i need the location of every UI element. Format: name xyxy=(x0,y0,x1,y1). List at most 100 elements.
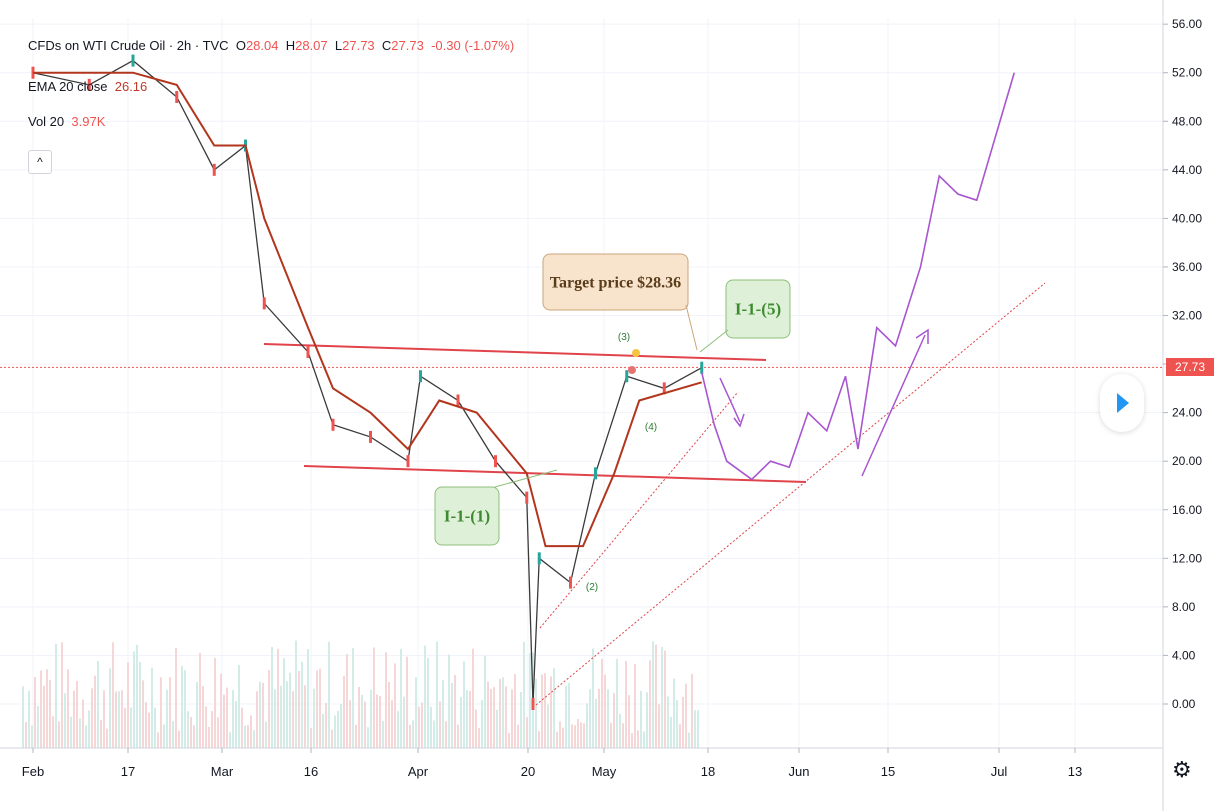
volume-bar xyxy=(133,651,135,748)
volume-bar xyxy=(433,720,435,748)
volume-bar xyxy=(226,687,228,748)
volume-bar xyxy=(580,722,582,748)
open-value: 28.04 xyxy=(245,38,279,53)
volume-bar xyxy=(223,694,225,748)
volume-bar xyxy=(157,732,159,748)
volume-bar xyxy=(655,644,657,748)
gear-icon[interactable]: ⚙ xyxy=(1172,757,1192,782)
volume-bar xyxy=(256,691,258,748)
play-arrow-icon xyxy=(1117,393,1129,413)
volume-bar xyxy=(409,724,411,748)
x-tick-label: May xyxy=(592,764,617,779)
volume-bar xyxy=(406,656,408,748)
volume-bar xyxy=(463,661,465,748)
volume-bar xyxy=(346,654,348,748)
low-value: 27.73 xyxy=(342,38,375,53)
volume-bar xyxy=(382,720,384,748)
ema-value: 26.16 xyxy=(114,79,148,94)
volume-bar xyxy=(466,690,468,748)
resistance-line xyxy=(263,343,767,361)
chevron-up-icon: ^ xyxy=(37,155,43,169)
callout-pointer xyxy=(494,469,558,488)
candle xyxy=(700,361,704,374)
volume-bar xyxy=(481,700,483,748)
volume-bar xyxy=(298,671,300,748)
y-tick-label: 52.00 xyxy=(1172,66,1202,80)
volume-bar xyxy=(421,702,423,748)
x-tick-label: Jun xyxy=(789,764,810,779)
volume-bar xyxy=(574,725,576,748)
y-tick-label: 40.00 xyxy=(1172,211,1202,225)
volume-bar xyxy=(202,686,204,748)
close-value: 27.73 xyxy=(391,38,424,53)
volume-bar xyxy=(22,686,24,748)
y-tick-label: 20.00 xyxy=(1172,454,1202,468)
y-tick-label: 4.00 xyxy=(1172,648,1196,662)
volume-bar xyxy=(337,710,339,748)
volume-bar xyxy=(259,681,261,748)
volume-bar xyxy=(538,731,540,748)
volume-bar xyxy=(514,674,516,748)
ema-line xyxy=(33,71,703,548)
volume-bar xyxy=(238,664,240,748)
volume-bar xyxy=(130,707,132,748)
volume-bar xyxy=(154,707,156,748)
volume-bar xyxy=(376,694,378,748)
volume-bar xyxy=(319,668,321,748)
ema-label: EMA 20 close xyxy=(28,79,108,94)
x-tick-label: Apr xyxy=(408,764,429,779)
volume-bar xyxy=(106,728,108,748)
callout-pointer xyxy=(685,304,698,351)
support-line xyxy=(303,465,807,483)
channel-line-2 xyxy=(535,282,1046,706)
volume-bar xyxy=(559,721,561,748)
volume-bar xyxy=(214,657,216,748)
volume-bars xyxy=(22,640,699,748)
volume-bar xyxy=(295,640,297,748)
volume-bar xyxy=(25,722,27,748)
volume-bar xyxy=(28,690,30,748)
ema-legend[interactable]: EMA 20 close 26.16 xyxy=(28,79,147,94)
wave-1-annotation-box xyxy=(434,486,500,546)
volume-bar xyxy=(556,731,558,748)
trendlines xyxy=(0,282,1163,706)
volume-bar xyxy=(70,716,72,748)
volume-bar xyxy=(325,703,327,748)
candle xyxy=(456,394,460,407)
volume-bar xyxy=(229,732,231,748)
volume-legend[interactable]: Vol 20 3.97K xyxy=(28,114,105,129)
volume-bar xyxy=(412,720,414,748)
volume-bar xyxy=(292,691,294,748)
volume-bar xyxy=(205,706,207,748)
volume-bar xyxy=(283,658,285,748)
y-tick-label: 56.00 xyxy=(1172,17,1202,31)
arrow-head xyxy=(915,328,929,344)
volume-bar xyxy=(178,730,180,748)
volume-bar xyxy=(505,686,507,748)
volume-bar xyxy=(148,712,150,748)
volume-bar xyxy=(631,732,633,748)
volume-bar xyxy=(670,716,672,748)
volume-bar xyxy=(508,732,510,748)
volume-bar xyxy=(316,670,318,748)
volume-bar xyxy=(391,700,393,748)
volume-bar xyxy=(697,710,699,748)
volume-bar xyxy=(85,725,87,748)
volume-bar xyxy=(628,695,630,748)
scroll-to-realtime-button[interactable] xyxy=(1100,374,1144,432)
projection-line xyxy=(700,72,1016,481)
candle xyxy=(525,491,529,504)
volume-bar xyxy=(526,717,528,748)
collapse-legend-button[interactable]: ^ xyxy=(28,150,52,174)
volume-bar xyxy=(37,705,39,748)
volume-bar xyxy=(643,731,645,748)
volume-bar xyxy=(265,721,267,748)
volume-bar xyxy=(511,689,513,748)
volume-bar xyxy=(424,645,426,748)
volume-bar xyxy=(523,641,525,748)
volume-bar xyxy=(694,710,696,748)
volume-bar xyxy=(541,674,543,748)
x-tick-label: Jul xyxy=(991,764,1008,779)
y-tick-label: 32.00 xyxy=(1172,309,1202,323)
